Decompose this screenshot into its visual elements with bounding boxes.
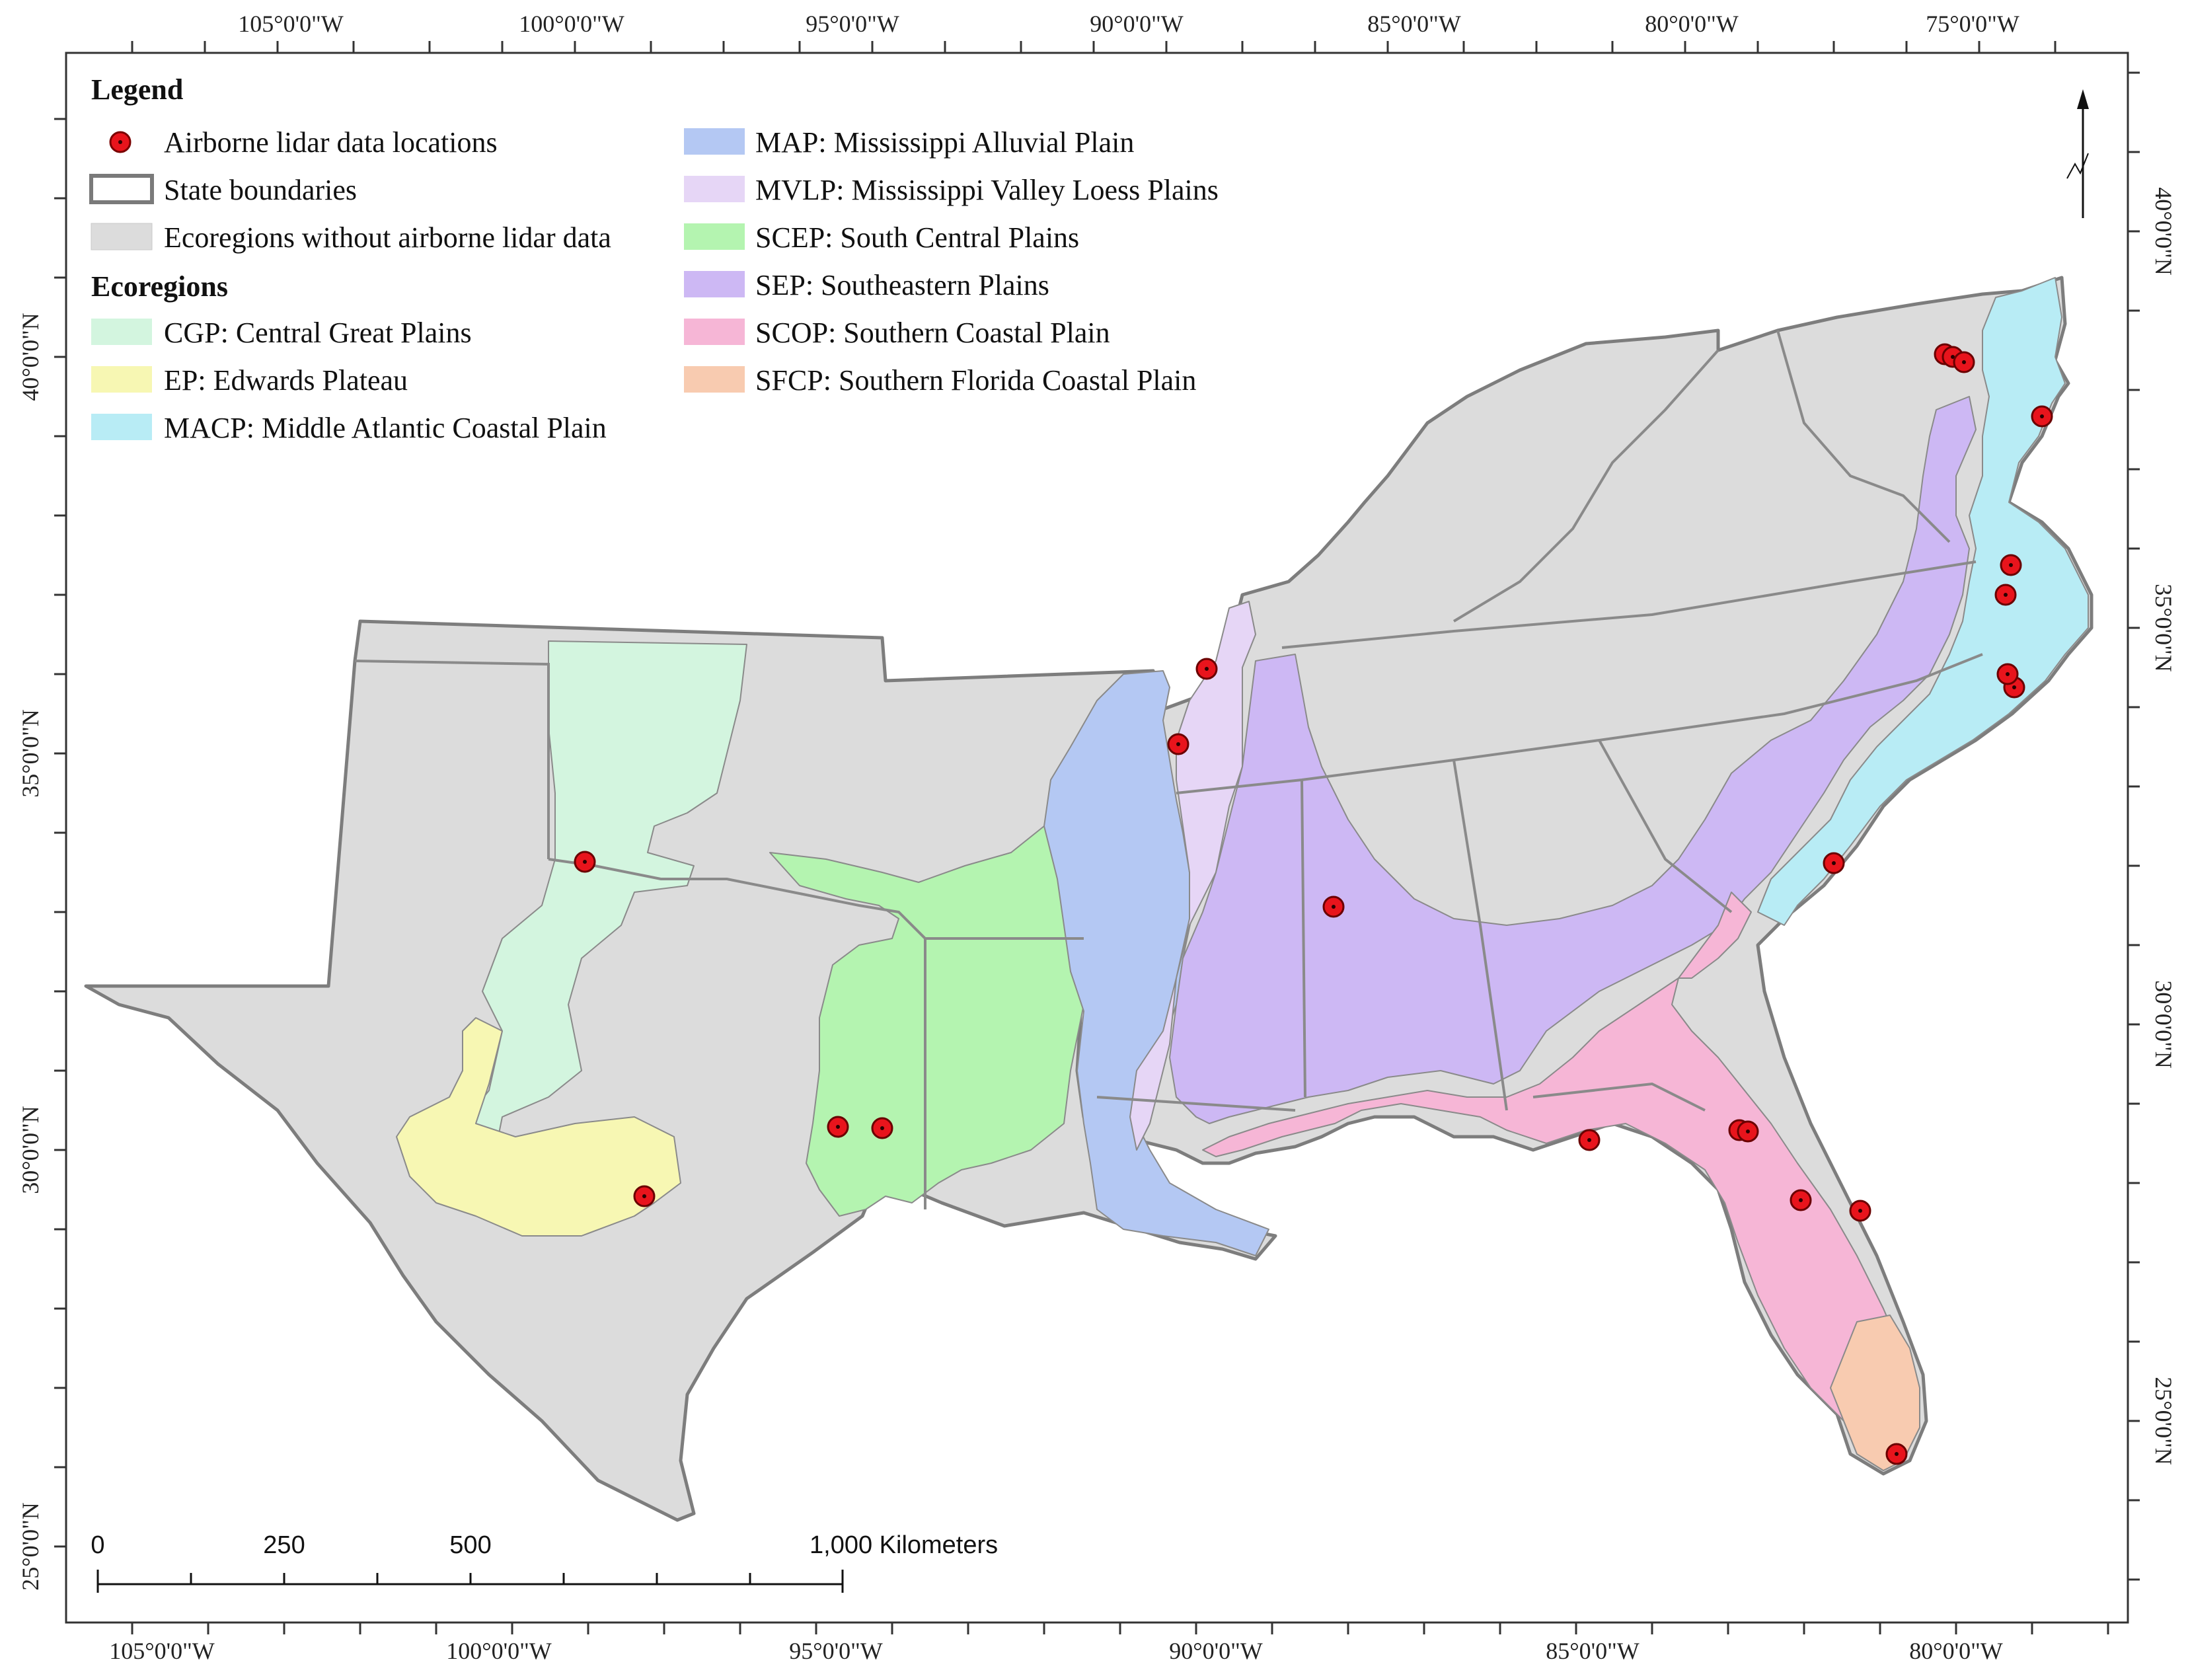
lidar-site-center [1176,742,1180,746]
lidar-site-center [1587,1138,1591,1142]
legend-item-label: EP: Edwards Plateau [164,364,408,397]
lidar-site-center [1746,1129,1750,1133]
top-tick-label: 75°0'0"W [1926,11,2019,37]
ecoregion-ep [396,1017,681,1237]
map-legend-swatch [684,128,745,155]
ecoregion-sfcp [1830,1315,1920,1471]
graticule-ticks [54,41,2140,1634]
lidar-site-center [1951,355,1955,359]
mvlp-legend-swatch [684,176,745,202]
left-tick-labels: 40°0'0"N 35°0'0"N 30°0'0"N 25°0'0"N [17,313,44,1591]
macp-legend-swatch [91,414,152,440]
lidar-site-center [2006,672,2010,676]
legend-item-label: MACP: Middle Atlantic Coastal Plain [164,412,607,444]
lidar-site-center [1332,905,1336,909]
bottom-tick-label: 105°0'0"W [109,1638,215,1664]
bottom-tick-label: 100°0'0"W [446,1638,552,1664]
lidar-site-center [1205,667,1209,671]
scale-label: 250 [263,1531,305,1559]
lidar-site-center [1962,360,1966,364]
top-tick-label: 105°0'0"W [238,11,344,37]
legend-item-label: CGP: Central Great Plains [164,317,472,349]
lidar-site-center [2012,685,2016,689]
lidar-site-center [836,1125,840,1129]
ecoregion-sep [1169,396,1977,1124]
legend-item-label: SFCP: Southern Florida Coastal Plain [755,364,1196,397]
north-arrow-icon [2066,89,2089,218]
legend-item-label: SCOP: Southern Coastal Plain [755,317,1110,349]
lidar-site-center [642,1194,646,1198]
lidar-site-center [1858,1209,1862,1213]
ecoregion-map [1043,670,1269,1256]
top-tick-labels: 105°0'0"W 100°0'0"W 95°0'0"W 90°0'0"W 85… [238,11,2019,37]
top-tick-label: 100°0'0"W [519,11,624,37]
ecoregion-mvlp [1129,601,1256,1151]
legend-item-label: SEP: Southeastern Plains [755,269,1049,301]
left-tick-label: 30°0'0"N [17,1106,44,1194]
lidar-site-center [2040,414,2044,418]
left-tick-label: 40°0'0"N [17,313,44,401]
scop-legend-swatch [684,319,745,345]
top-tick-label: 85°0'0"W [1367,11,1461,37]
legend-item-label: MAP: Mississippi Alluvial Plain [755,126,1134,159]
top-tick-label: 90°0'0"W [1090,11,1184,37]
sep-legend-swatch [684,271,745,297]
legend-item-label: Ecoregions without airborne lidar data [164,221,611,254]
scep-legend-swatch [684,223,745,250]
legend-title: Legend [91,73,183,106]
bottom-tick-label: 95°0'0"W [789,1638,883,1664]
bottom-tick-labels: 105°0'0"W 100°0'0"W 95°0'0"W 90°0'0"W 85… [109,1638,2003,1664]
ecoregions-title: Ecoregions [91,270,228,303]
lidar-sites-layer [574,343,2053,1465]
state-boundary-legend-swatch [89,174,154,204]
bottom-tick-label: 80°0'0"W [1909,1638,2003,1664]
right-tick-label: 25°0'0"N [2150,1377,2177,1465]
bottom-tick-label: 85°0'0"W [1546,1638,1640,1664]
right-tick-label: 35°0'0"N [2150,584,2177,672]
lidar-site-center [2009,563,2013,567]
legend-item-label: Airborne lidar data locations [164,126,498,159]
lidar-site-center [1832,861,1836,865]
lidar-site-center [2004,593,2008,597]
left-tick-label: 25°0'0"N [17,1502,44,1591]
scale-label: 1,000 Kilometers [810,1531,998,1559]
bottom-tick-label: 90°0'0"W [1169,1638,1263,1664]
no-lidar-legend-swatch [91,223,153,250]
right-tick-label: 30°0'0"N [2150,980,2177,1069]
lidar-site-center [880,1126,884,1130]
legend-item-label: State boundaries [164,174,357,206]
ecoregion-cgp [462,640,747,1190]
boundary-lines [354,330,1983,1209]
ecoregions-layer [396,277,2089,1471]
right-tick-labels: 40°0'0"N 35°0'0"N 30°0'0"N 25°0'0"N [2150,187,2177,1465]
legend: Legend Airborne lidar data locations Sta… [89,73,1219,444]
lidar-site-center [1895,1452,1899,1456]
right-tick-label: 40°0'0"N [2150,187,2177,276]
lidar-site-center [583,860,587,864]
sfcp-legend-swatch [684,366,745,393]
legend-item-label: MVLP: Mississippi Valley Loess Plains [755,174,1219,206]
top-tick-label: 95°0'0"W [806,11,899,37]
lidar-site-center [1799,1198,1803,1202]
cgp-legend-swatch [91,319,152,345]
scale-label: 500 [449,1531,491,1559]
scale-label: 0 [91,1531,104,1559]
left-tick-label: 35°0'0"N [17,709,44,798]
top-tick-label: 80°0'0"W [1645,11,1739,37]
ep-legend-swatch [91,366,152,393]
legend-item-label: SCEP: South Central Plains [755,221,1079,254]
scale-bar: 0 250 500 1,000 Kilometers [91,1531,998,1593]
